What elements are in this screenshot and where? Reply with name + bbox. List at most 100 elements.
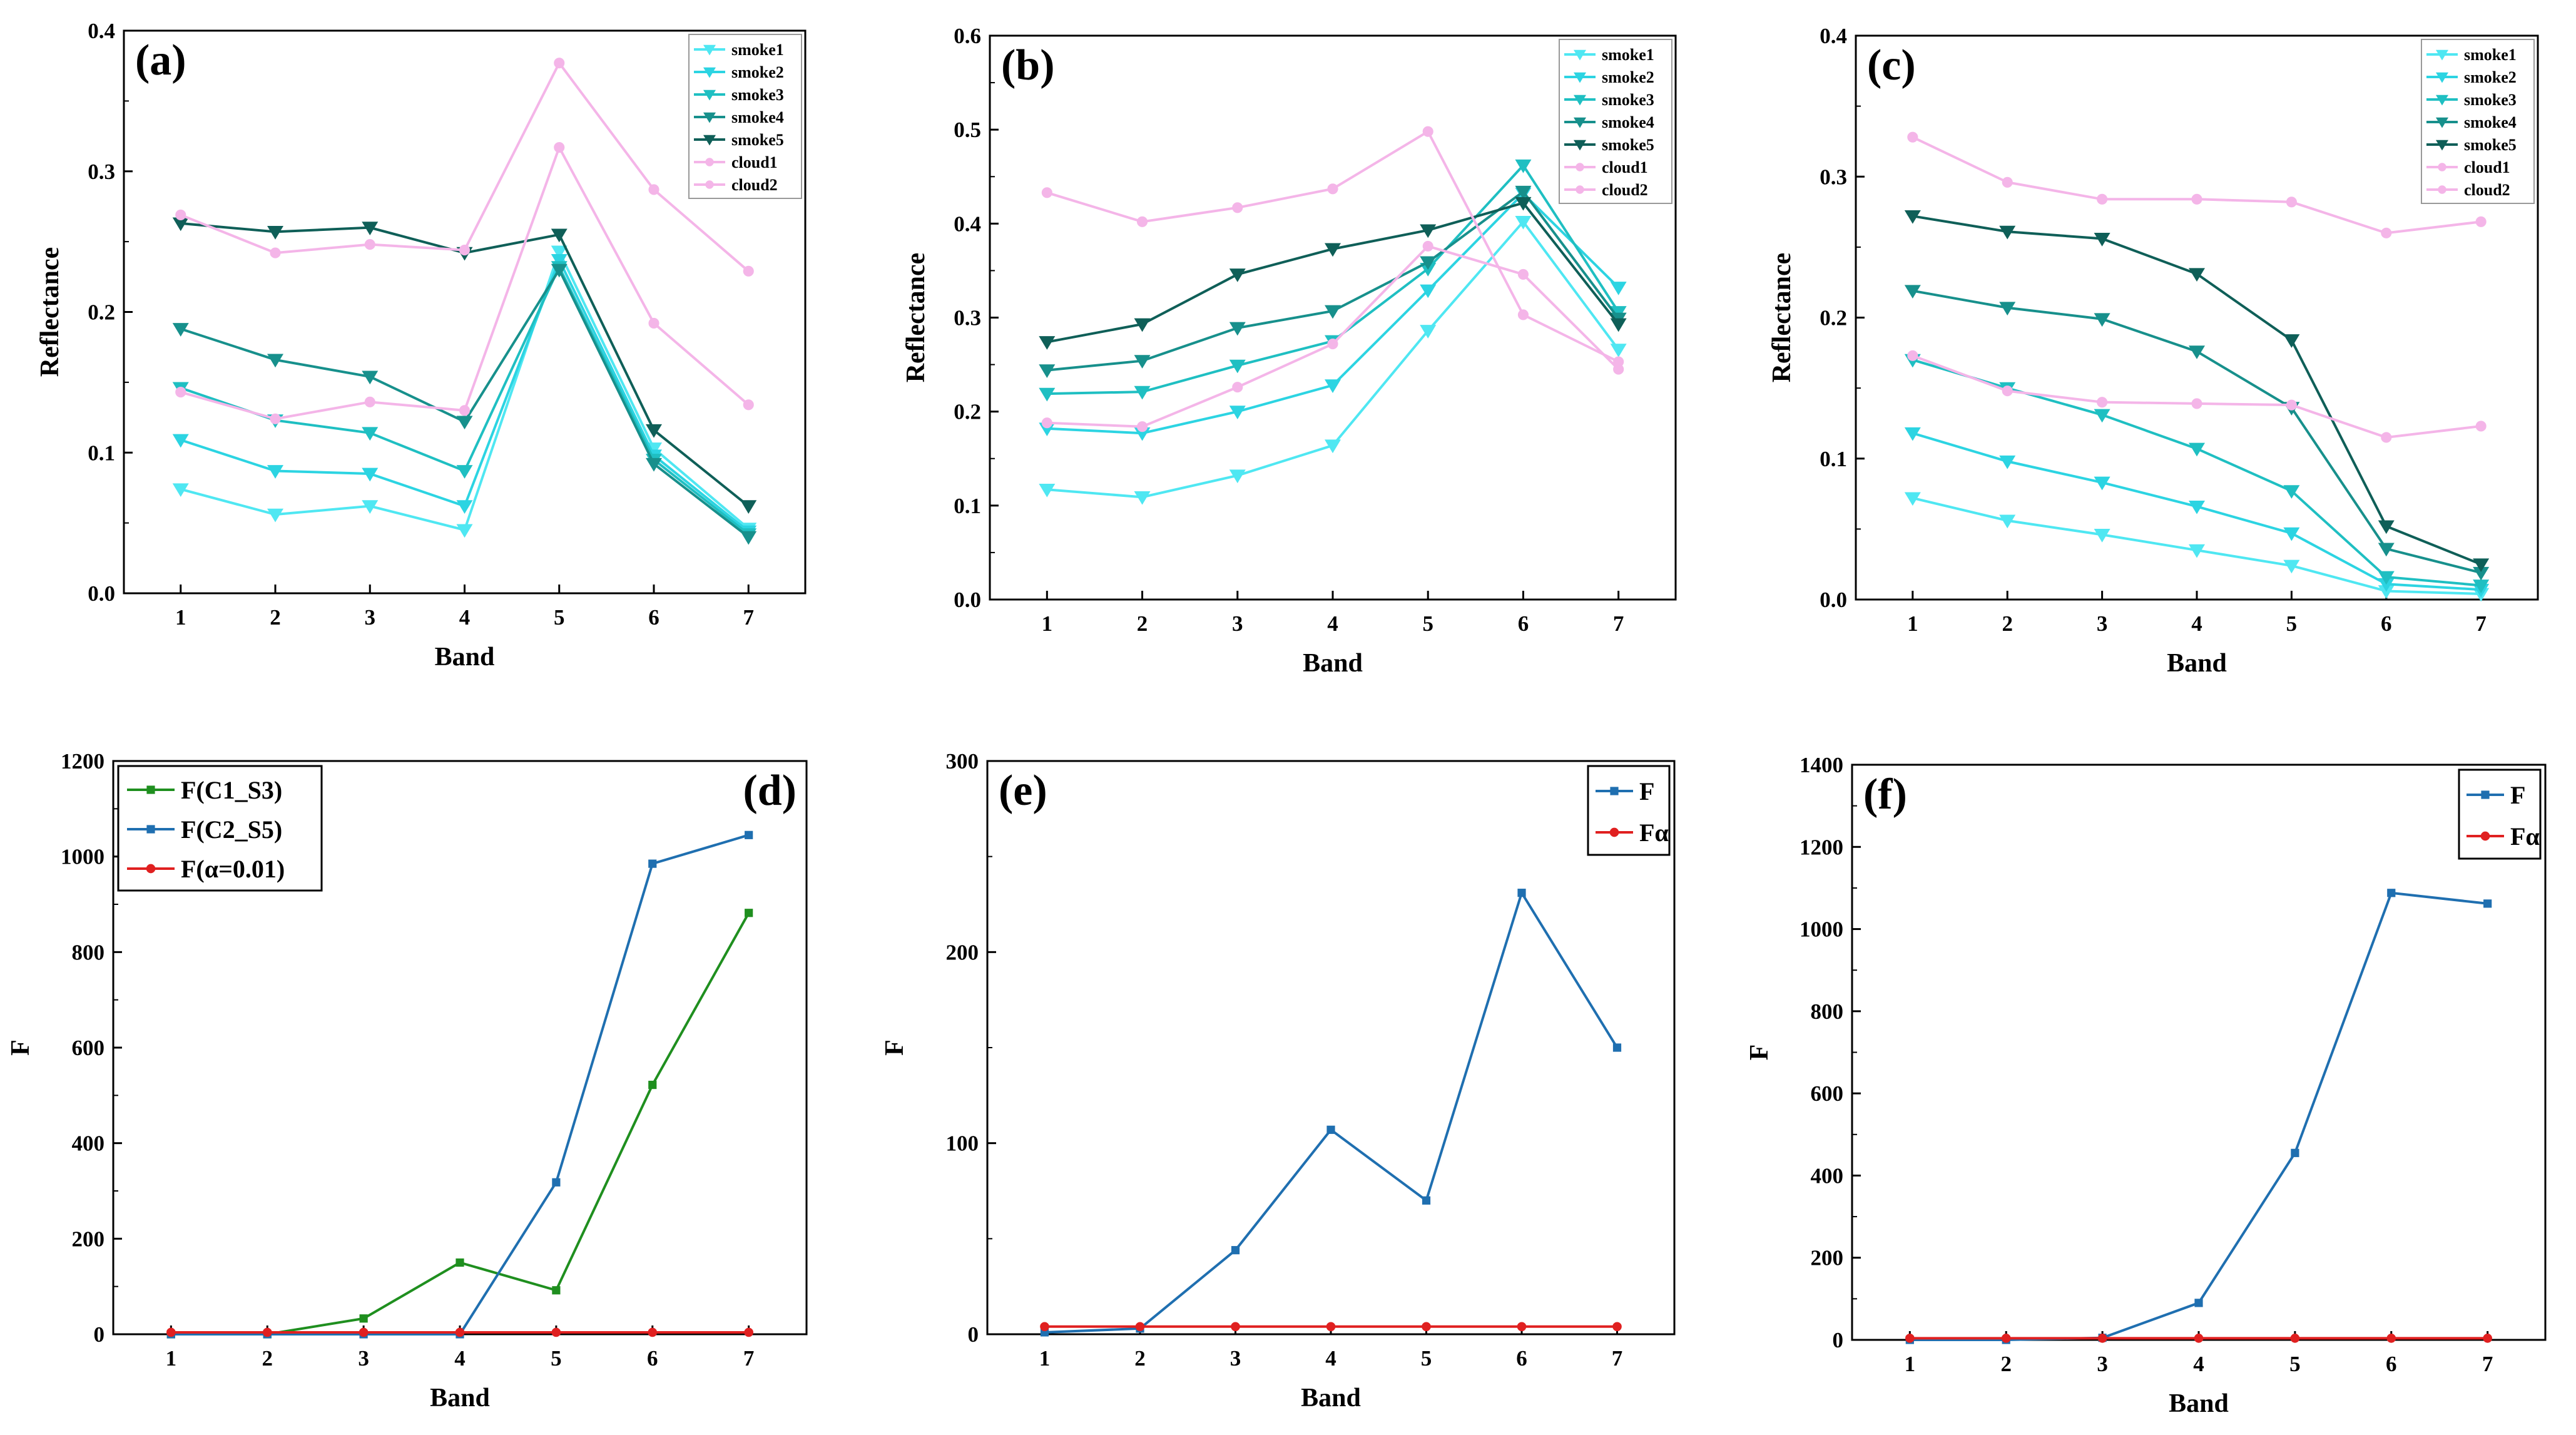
data-point <box>1041 417 1052 429</box>
x-tick-label: 1 <box>1039 1346 1051 1371</box>
data-point <box>359 1314 368 1323</box>
x-tick-label: 5 <box>551 1346 562 1371</box>
legend-box <box>2458 769 2542 860</box>
data-point <box>362 222 379 235</box>
data-point <box>2381 227 2392 238</box>
legend-label: F(C1_S3) <box>181 776 282 804</box>
legend-marker <box>703 112 716 123</box>
data-point <box>1613 356 1624 367</box>
data-point <box>455 1327 465 1337</box>
data-point <box>1517 1322 1527 1332</box>
x-tick-label: 4 <box>2191 611 2202 636</box>
data-point <box>1039 483 1056 498</box>
data-point <box>1420 256 1437 270</box>
data-point <box>648 1080 657 1090</box>
x-tick-label: 4 <box>454 1346 466 1371</box>
x-tick-label: 5 <box>2289 1352 2301 1376</box>
x-tick-label: 2 <box>1134 1346 1146 1371</box>
data-point <box>262 1327 272 1337</box>
y-axis-title: F <box>1745 1044 1774 1061</box>
data-point <box>552 1286 561 1295</box>
data-point <box>1134 355 1151 369</box>
y-tick-label: 0.2 <box>88 300 115 325</box>
legend-label: smoke2 <box>731 63 784 81</box>
y-tick-label: 0.2 <box>954 400 981 424</box>
y-tick-label: 0 <box>968 1322 979 1347</box>
data-point <box>2290 1334 2300 1343</box>
data-point <box>1904 427 1921 441</box>
x-tick-label: 4 <box>459 605 471 630</box>
data-point <box>551 245 568 260</box>
data-point <box>1326 1125 1335 1134</box>
data-point <box>1422 1196 1431 1205</box>
x-tick-label: 2 <box>2000 1352 2012 1376</box>
data-point <box>646 424 662 438</box>
data-point <box>1134 491 1151 505</box>
y-tick-label: 0.1 <box>1820 447 1847 471</box>
y-tick-label: 0.3 <box>88 160 115 184</box>
series-cloud1 <box>175 141 754 424</box>
legend-marker <box>1574 94 1586 106</box>
data-point <box>1231 1246 1240 1255</box>
data-point <box>740 531 757 545</box>
y-tick-label: 0.1 <box>88 441 115 465</box>
data-point <box>2473 566 2490 581</box>
y-tick-label: 0.2 <box>1820 306 1847 330</box>
data-point <box>2378 571 2395 585</box>
y-tick-label: 200 <box>1811 1246 1844 1270</box>
series-cloud2 <box>1041 126 1624 367</box>
data-point <box>551 253 568 268</box>
data-point <box>2473 580 2490 593</box>
x-tick-label: 1 <box>175 605 186 630</box>
data-point <box>2097 1334 2107 1343</box>
x-tick-label: 4 <box>1327 611 1338 636</box>
data-point <box>267 226 283 240</box>
data-point <box>2001 1334 2011 1343</box>
data-point <box>1420 325 1437 339</box>
data-point <box>1515 197 1532 211</box>
y-tick-label: 0.1 <box>954 494 981 518</box>
data-point <box>1420 284 1437 299</box>
x-tick-label: 3 <box>2097 1352 2108 1376</box>
data-point <box>2189 345 2205 359</box>
data-point <box>1610 282 1627 295</box>
y-tick-label: 1200 <box>61 749 104 774</box>
data-point <box>1229 359 1246 374</box>
y-tick-label: 800 <box>72 940 105 964</box>
series-smoke1 <box>1039 215 1627 505</box>
data-point <box>2386 1334 2396 1343</box>
data-point <box>1907 131 1918 143</box>
legend-marker <box>2436 94 2448 106</box>
data-point <box>2194 1334 2204 1343</box>
data-point <box>1232 202 1243 213</box>
data-point <box>1325 439 1341 454</box>
data-point <box>2097 397 2108 408</box>
legend-marker <box>1609 827 1619 837</box>
x-tick-label: 7 <box>1612 1346 1623 1371</box>
data-point <box>2189 442 2205 457</box>
data-point <box>1134 386 1151 400</box>
data-point <box>1612 1043 1622 1052</box>
legend-marker <box>1574 117 1586 128</box>
data-point <box>1610 318 1627 332</box>
data-point <box>1041 187 1052 198</box>
y-tick-label: 600 <box>1811 1081 1844 1106</box>
data-point <box>1517 268 1529 280</box>
y-tick-label: 0 <box>94 1322 105 1347</box>
data-point <box>172 323 189 337</box>
x-axis-title: Band <box>1303 649 1363 678</box>
legend: smoke1 smoke2 smoke3 smoke4 smoke5 cloud1 clou… <box>1559 39 1672 204</box>
data-point <box>2189 500 2205 514</box>
data-point <box>2094 313 2110 327</box>
legend-label: smoke5 <box>731 131 784 149</box>
y-tick-label: 100 <box>946 1131 979 1156</box>
x-tick-label: 7 <box>2482 1352 2493 1376</box>
legend-label: smoke5 <box>1602 136 1654 154</box>
x-tick-label: 5 <box>1422 611 1433 636</box>
data-point <box>456 524 473 538</box>
data-point <box>2094 476 2110 491</box>
legend-label: Fα <box>2510 822 2540 850</box>
data-point <box>1905 1334 1915 1343</box>
